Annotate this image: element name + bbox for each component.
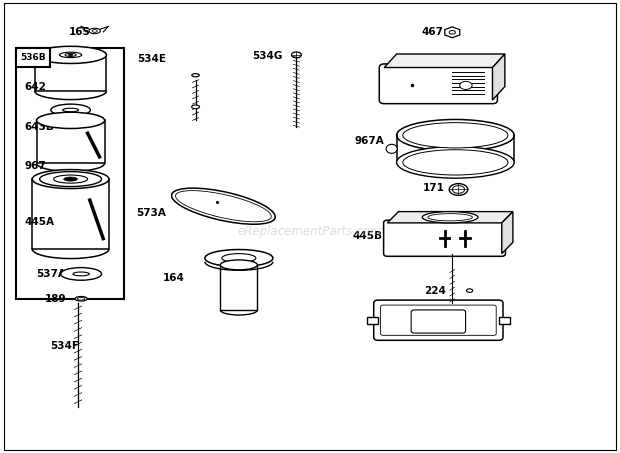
- Polygon shape: [367, 317, 378, 323]
- Ellipse shape: [37, 112, 105, 129]
- Ellipse shape: [403, 123, 508, 148]
- Polygon shape: [388, 212, 513, 223]
- Polygon shape: [502, 212, 513, 254]
- Text: 189: 189: [45, 294, 67, 304]
- Ellipse shape: [452, 186, 464, 193]
- Ellipse shape: [78, 298, 85, 300]
- FancyBboxPatch shape: [411, 310, 466, 333]
- Text: 534E: 534E: [138, 54, 167, 64]
- Ellipse shape: [449, 30, 455, 34]
- Text: 467: 467: [422, 27, 443, 37]
- Text: 875A: 875A: [383, 332, 413, 342]
- Ellipse shape: [32, 169, 109, 188]
- Text: 445A: 445A: [24, 217, 54, 227]
- Ellipse shape: [172, 188, 275, 224]
- Text: 534F: 534F: [50, 341, 79, 351]
- Text: 224: 224: [425, 286, 446, 296]
- Ellipse shape: [428, 214, 472, 221]
- Ellipse shape: [51, 104, 91, 116]
- Text: 171: 171: [423, 183, 445, 193]
- Ellipse shape: [403, 150, 508, 175]
- FancyBboxPatch shape: [381, 305, 496, 335]
- Ellipse shape: [53, 175, 87, 183]
- Text: 872A: 872A: [396, 63, 425, 72]
- Polygon shape: [220, 265, 257, 310]
- Text: eReplacementParts.com: eReplacementParts.com: [238, 225, 382, 237]
- Ellipse shape: [175, 191, 272, 222]
- Bar: [16, 48, 50, 67]
- Ellipse shape: [75, 297, 87, 301]
- Ellipse shape: [466, 289, 472, 293]
- Text: 967: 967: [24, 160, 46, 170]
- Ellipse shape: [220, 260, 257, 270]
- Ellipse shape: [68, 54, 73, 56]
- Text: 534G: 534G: [252, 51, 282, 61]
- FancyBboxPatch shape: [374, 300, 503, 340]
- Ellipse shape: [449, 183, 467, 195]
- Text: 967A: 967A: [355, 136, 384, 146]
- Polygon shape: [35, 55, 107, 91]
- Polygon shape: [492, 54, 505, 100]
- Text: 536B: 536B: [20, 53, 46, 62]
- Ellipse shape: [65, 53, 76, 57]
- Polygon shape: [384, 54, 505, 67]
- Ellipse shape: [61, 268, 102, 280]
- Polygon shape: [445, 27, 460, 38]
- Ellipse shape: [40, 172, 102, 187]
- Ellipse shape: [397, 120, 514, 151]
- Ellipse shape: [459, 82, 472, 90]
- Ellipse shape: [386, 145, 397, 153]
- Text: 642: 642: [24, 82, 46, 92]
- Ellipse shape: [205, 250, 273, 267]
- Ellipse shape: [397, 147, 514, 178]
- Text: 445B: 445B: [353, 231, 383, 241]
- Text: 643B: 643B: [24, 122, 54, 132]
- Bar: [16, 48, 125, 299]
- Polygon shape: [32, 179, 109, 249]
- Ellipse shape: [89, 28, 100, 34]
- Polygon shape: [37, 120, 105, 163]
- Text: 165: 165: [69, 27, 91, 37]
- Ellipse shape: [192, 74, 199, 77]
- Ellipse shape: [63, 108, 79, 112]
- Polygon shape: [498, 317, 510, 323]
- Text: 164: 164: [163, 274, 185, 284]
- Ellipse shape: [60, 52, 82, 58]
- Ellipse shape: [422, 212, 478, 223]
- FancyBboxPatch shape: [379, 64, 497, 104]
- Ellipse shape: [35, 46, 107, 63]
- Ellipse shape: [192, 105, 200, 109]
- Text: 537A: 537A: [37, 269, 66, 279]
- Ellipse shape: [92, 29, 97, 32]
- FancyBboxPatch shape: [384, 220, 505, 256]
- Ellipse shape: [73, 272, 89, 276]
- Ellipse shape: [222, 254, 256, 263]
- Ellipse shape: [291, 52, 301, 58]
- Text: 573A: 573A: [136, 208, 167, 218]
- Ellipse shape: [64, 177, 78, 181]
